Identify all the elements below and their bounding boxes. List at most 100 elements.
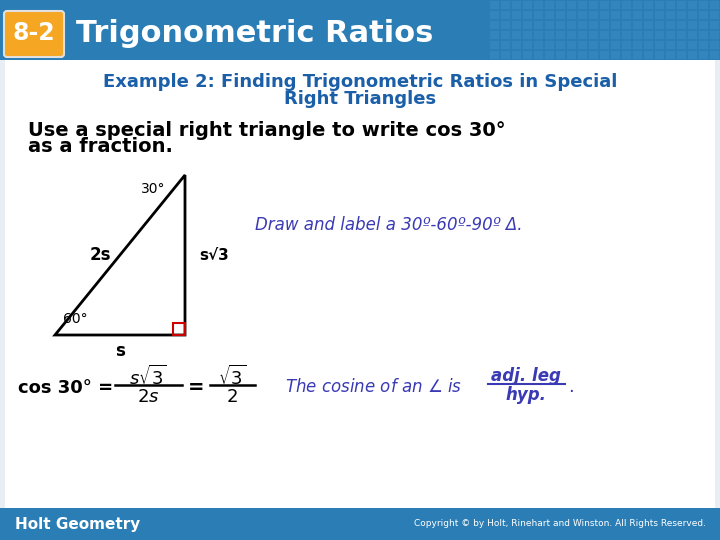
Bar [5,60,715,508]
Bar [688,11,697,19]
Bar [589,51,598,59]
Bar [633,31,642,39]
Bar [633,1,642,9]
Bar [699,21,708,29]
Bar [699,11,708,19]
Bar [688,51,697,59]
Bar [545,1,554,9]
Bar [578,51,587,59]
Bar [589,31,598,39]
Bar [556,41,565,49]
Text: The cosine of an $\angle$ is: The cosine of an $\angle$ is [285,378,462,396]
Bar [490,31,499,39]
Text: Copyright © by Holt, Rinehart and Winston. All Rights Reserved.: Copyright © by Holt, Rinehart and Winsto… [414,519,706,529]
Text: as a fraction.: as a fraction. [28,138,173,157]
Bar [710,51,719,59]
Text: s: s [115,342,125,360]
Bar [710,21,719,29]
Bar [589,1,598,9]
Bar [622,11,631,19]
Bar [490,51,499,59]
Bar [567,31,576,39]
Text: 8-2: 8-2 [13,21,55,45]
Bar [545,31,554,39]
Bar [490,1,499,9]
Bar [655,41,664,49]
Bar [589,11,598,19]
Bar [633,21,642,29]
Bar [600,31,609,39]
Bar [644,21,653,29]
Bar [501,21,510,29]
Bar [523,1,532,9]
Bar [512,51,521,59]
Bar [556,51,565,59]
Bar [699,51,708,59]
Text: Draw and label a 30º-60º-90º Δ.: Draw and label a 30º-60º-90º Δ. [255,216,523,234]
Bar [523,21,532,29]
FancyBboxPatch shape [4,11,64,57]
Bar [490,41,499,49]
Text: 60°: 60° [63,312,87,326]
Bar [666,1,675,9]
Bar [512,41,521,49]
Bar [600,21,609,29]
Bar [534,31,543,39]
Bar [644,11,653,19]
Bar [666,41,675,49]
Bar [578,11,587,19]
Text: 30°: 30° [140,182,166,196]
Bar [556,1,565,9]
Bar [523,51,532,59]
Bar [688,1,697,9]
Bar [699,31,708,39]
Bar [567,11,576,19]
Bar [622,1,631,9]
Bar [556,21,565,29]
Bar [600,11,609,19]
Bar [633,11,642,19]
Bar [589,21,598,29]
Bar [611,1,620,9]
Text: Use a special right triangle to write cos 30°: Use a special right triangle to write co… [28,120,505,139]
Bar [534,41,543,49]
Bar [622,21,631,29]
Bar [710,11,719,19]
Bar [622,41,631,49]
Text: Holt Geometry: Holt Geometry [15,516,140,531]
Bar [501,11,510,19]
Bar [556,11,565,19]
Bar [677,21,686,29]
Bar [545,21,554,29]
Bar [567,41,576,49]
Bar [655,51,664,59]
Bar [666,31,675,39]
Bar [677,1,686,9]
Bar [512,31,521,39]
Bar [688,41,697,49]
Bar [644,51,653,59]
Text: $\sqrt{3}$: $\sqrt{3}$ [217,365,246,389]
Text: Trigonometric Ratios: Trigonometric Ratios [76,18,433,48]
Bar [567,1,576,9]
Bar [600,1,609,9]
Bar [633,51,642,59]
Bar [501,41,510,49]
Bar [688,21,697,29]
Bar [523,11,532,19]
Text: $s\sqrt{3}$: $s\sqrt{3}$ [129,365,167,389]
Bar [710,41,719,49]
Text: Right Triangles: Right Triangles [284,90,436,108]
Bar [644,31,653,39]
Bar [534,1,543,9]
Bar [699,41,708,49]
Bar [501,31,510,39]
Bar [611,31,620,39]
Bar [578,21,587,29]
Text: 2s: 2s [89,246,111,264]
Text: Example 2: Finding Trigonometric Ratios in Special: Example 2: Finding Trigonometric Ratios … [103,73,617,91]
Bar [644,1,653,9]
Bar [644,41,653,49]
Bar [545,51,554,59]
Bar [666,11,675,19]
